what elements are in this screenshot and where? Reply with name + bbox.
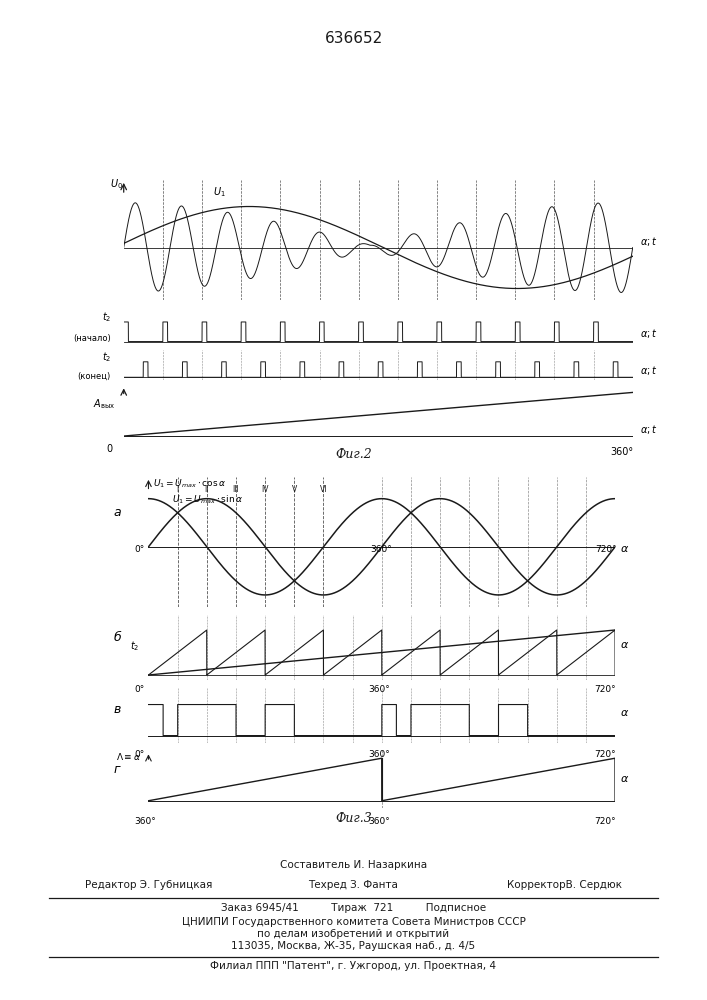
Text: V: V [292,485,297,494]
Text: 636652: 636652 [325,31,382,46]
Text: 720°: 720° [594,685,616,694]
Text: 360°: 360° [134,817,156,826]
Text: Заказ 6945/41          Тираж  721          Подписное: Заказ 6945/41 Тираж 721 Подписное [221,903,486,913]
Text: $t_2$: $t_2$ [102,351,111,364]
Text: Техред З. Фанта: Техред З. Фанта [308,880,399,890]
Text: $\Lambda \equiv \alpha$: $\Lambda \equiv \alpha$ [116,751,141,762]
Text: $\alpha; t$: $\alpha; t$ [641,235,658,248]
Text: 0°: 0° [134,750,145,759]
Text: $U_1 = U_{max} \cdot \cos\alpha$: $U_1 = U_{max} \cdot \cos\alpha$ [153,477,226,490]
Text: в: в [113,703,121,716]
Text: $t_2$: $t_2$ [130,639,139,653]
Text: КорректорВ. Сердюк: КорректорВ. Сердюк [507,880,622,890]
Text: $\alpha$: $\alpha$ [620,774,629,784]
Text: IV: IV [262,485,269,494]
Text: 0°: 0° [134,545,145,554]
Text: 360°: 360° [610,447,633,457]
Text: I: I [177,485,179,494]
Text: 360°: 360° [370,545,392,554]
Text: 113035, Москва, Ж-35, Раушская наб., д. 4/5: 113035, Москва, Ж-35, Раушская наб., д. … [231,941,476,951]
Text: $U_1$: $U_1$ [213,185,226,199]
Text: $\alpha; t$: $\alpha; t$ [641,364,658,377]
Text: Редактор Э. Губницкая: Редактор Э. Губницкая [85,880,212,890]
Text: 0°: 0° [134,685,145,694]
Text: по делам изобретений и открытий: по делам изобретений и открытий [257,929,450,939]
Text: Фиг.2: Фиг.2 [335,448,372,461]
Text: Филиал ППП "Патент", г. Ужгород, ул. Проектная, 4: Филиал ППП "Патент", г. Ужгород, ул. Про… [211,961,496,971]
Text: Фиг.3: Фиг.3 [335,812,372,825]
Text: б: б [113,631,121,644]
Text: VI: VI [320,485,327,494]
Text: (начало): (начало) [74,334,111,343]
Text: $\alpha; t$: $\alpha; t$ [641,327,658,340]
Text: а: а [113,506,121,519]
Text: II: II [204,485,209,494]
Text: $\alpha$: $\alpha$ [620,640,629,650]
Text: г: г [113,763,120,776]
Text: $A_{\rm вых}$: $A_{\rm вых}$ [93,397,115,411]
Text: 360°: 360° [368,685,390,694]
Text: ЦНИИПИ Государственного комитета Совета Министров СССР: ЦНИИПИ Государственного комитета Совета … [182,917,525,927]
Text: $\alpha$: $\alpha$ [620,708,629,718]
Text: $\alpha$: $\alpha$ [620,544,629,554]
Text: 360°: 360° [368,817,390,826]
Text: 360°: 360° [368,750,390,759]
Text: 0: 0 [106,444,112,454]
Text: 720°: 720° [594,750,616,759]
Text: $U_1 = U_{max} \cdot \sin\alpha$: $U_1 = U_{max} \cdot \sin\alpha$ [172,494,243,506]
Text: 720°: 720° [595,545,617,554]
Text: III: III [233,485,240,494]
Text: (конец): (конец) [78,371,111,380]
Text: $U_0$: $U_0$ [110,178,123,191]
Text: 720°: 720° [594,817,616,826]
Text: $\alpha; t$: $\alpha; t$ [641,423,658,436]
Text: Составитель И. Назаркина: Составитель И. Назаркина [280,860,427,870]
Text: $t_2$: $t_2$ [102,310,111,324]
